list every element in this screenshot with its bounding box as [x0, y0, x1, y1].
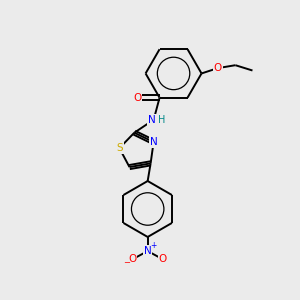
Text: O: O	[134, 93, 142, 103]
Text: O: O	[214, 63, 222, 73]
Text: O: O	[159, 254, 167, 264]
Text: S: S	[116, 143, 123, 153]
Text: O: O	[128, 254, 136, 264]
Text: N: N	[150, 137, 158, 147]
Text: +: +	[150, 241, 156, 250]
Text: H: H	[158, 115, 165, 125]
Text: −: −	[123, 258, 130, 267]
Text: N: N	[148, 115, 156, 125]
Text: N: N	[144, 246, 152, 256]
